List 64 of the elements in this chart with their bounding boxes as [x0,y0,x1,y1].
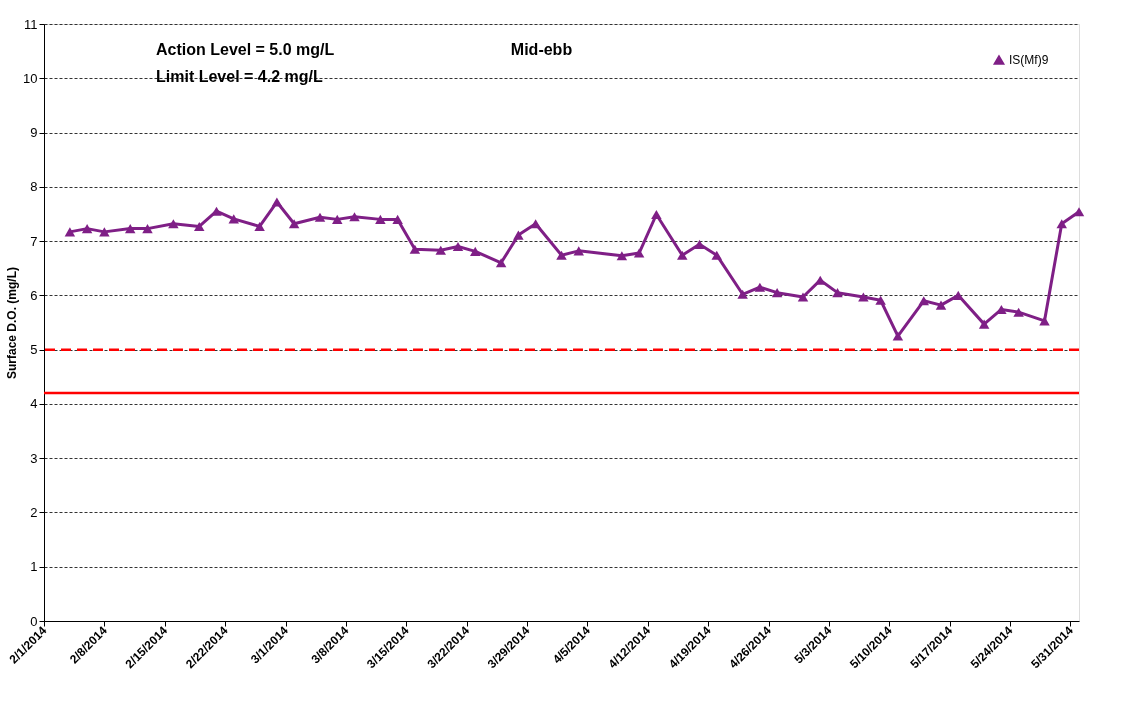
point [530,219,541,229]
point [375,214,386,224]
point [711,250,722,260]
point [470,246,481,256]
point [288,219,300,229]
point [875,295,886,305]
point [651,209,662,220]
y-tick-label: 6 [30,287,38,303]
y-tick-label: 11 [24,16,38,32]
point [694,239,705,249]
point [1056,219,1067,229]
point [935,300,947,310]
point [168,219,179,229]
y-tick-label: 3 [30,450,38,466]
point [1039,316,1050,326]
point [513,230,524,240]
point [832,288,843,298]
point [125,224,136,234]
point [64,227,76,237]
point [858,292,869,302]
point [452,241,464,252]
point [314,212,326,222]
point [392,214,403,224]
point [616,251,628,261]
point [1013,307,1024,317]
point [332,214,343,224]
point [556,250,567,260]
text: Mid-ebb [510,41,573,58]
point [953,290,964,300]
point [254,221,265,231]
point [771,288,783,298]
point [228,214,239,224]
point [495,258,507,268]
point [918,296,929,306]
y-tick-label: 10 [23,70,38,86]
annotation: Limit Level = 4.2 mg/L [156,68,323,85]
point [81,224,93,234]
point [892,331,904,341]
y-tick-label: 5 [30,342,38,358]
y-tick-label: 2 [30,504,38,520]
point [194,221,205,231]
point [142,224,153,234]
point [99,227,110,237]
y-tick-label: 0 [30,613,38,629]
y-tick-label: 9 [30,125,38,141]
point [409,244,421,254]
point [435,245,446,255]
y-tick-label: 7 [30,233,38,249]
point [1073,207,1085,217]
point [754,282,766,292]
point [349,212,360,222]
point [737,289,748,299]
y-tick-label: 8 [30,179,38,195]
point [633,248,645,258]
y-axis-title: Surface D.O. (mg/L) [5,266,20,380]
point [271,197,283,207]
y-tick-label: 4 [30,396,38,412]
point [677,250,688,260]
annotation: Action Level = 5.0 mg/L [156,41,335,58]
point [573,246,584,256]
point [797,292,809,302]
point [978,319,990,329]
legend-label: IS(Mf)9 [1009,53,1049,67]
y-tick-label: 1 [30,559,38,575]
